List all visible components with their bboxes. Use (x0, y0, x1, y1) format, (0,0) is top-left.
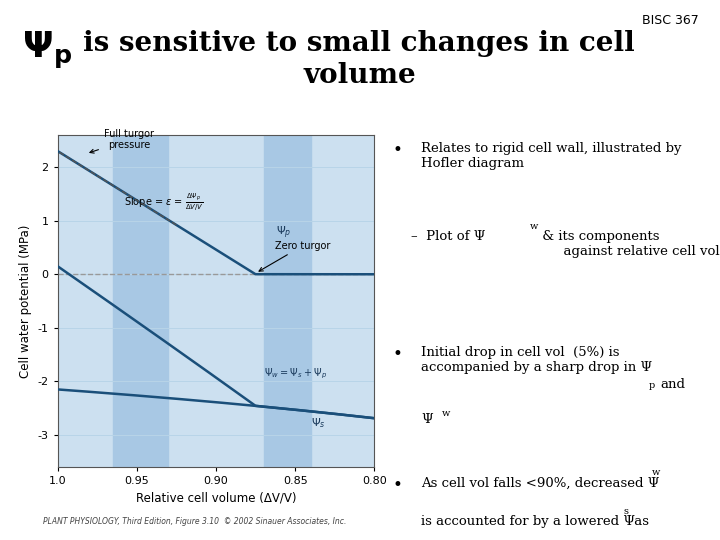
Text: $\Psi_s$: $\Psi_s$ (311, 416, 325, 430)
Text: w: w (530, 222, 539, 231)
Text: is sensitive to small changes in cell: is sensitive to small changes in cell (83, 30, 634, 57)
Bar (113, 135, 168, 467)
Text: Slope = $\varepsilon$ = $\frac{\Delta\Psi_p}{\Delta V/V}$: Slope = $\varepsilon$ = $\frac{\Delta\Ps… (124, 191, 204, 213)
Text: BISC 367: BISC 367 (642, 14, 698, 26)
Text: –  Plot of Ψ: – Plot of Ψ (411, 230, 486, 243)
X-axis label: Relative cell volume (ΔV/V): Relative cell volume (ΔV/V) (136, 492, 296, 505)
Text: & its components
      against relative cell vol.: & its components against relative cell v… (538, 230, 720, 258)
Text: •: • (392, 141, 402, 159)
Text: •: • (392, 477, 402, 494)
Text: $\mathbf{\Psi_p}$: $\mathbf{\Psi_p}$ (22, 30, 71, 71)
Text: Ψ: Ψ (421, 413, 433, 426)
Text: Zero turgor: Zero turgor (259, 240, 330, 271)
Text: Full turgor
pressure: Full turgor pressure (90, 129, 154, 153)
Text: as: as (630, 515, 649, 528)
Text: $\Psi_w = \Psi_s + \Psi_p$: $\Psi_w = \Psi_s + \Psi_p$ (264, 367, 326, 381)
Text: and: and (660, 379, 685, 392)
Text: volume: volume (304, 62, 416, 89)
Bar (264, 135, 311, 467)
Text: p: p (649, 381, 655, 390)
Text: Relates to rigid cell wall, illustrated by
Hofler diagram: Relates to rigid cell wall, illustrated … (421, 141, 681, 170)
Text: As cell vol falls <90%, decreased Ψ: As cell vol falls <90%, decreased Ψ (421, 477, 660, 490)
Text: $\Psi_p$: $\Psi_p$ (276, 225, 292, 241)
Text: PLANT PHYSIOLOGY, Third Edition, Figure 3.10  © 2002 Sinauer Associates, Inc.: PLANT PHYSIOLOGY, Third Edition, Figure … (42, 517, 346, 526)
Text: is accounted for by a lowered Ψ: is accounted for by a lowered Ψ (421, 515, 635, 528)
Text: s: s (624, 507, 629, 516)
Text: w: w (652, 468, 660, 477)
Text: •: • (392, 346, 402, 363)
Text: w: w (441, 409, 450, 418)
Text: Initial drop in cell vol  (5%) is
accompanied by a sharp drop in Ψ: Initial drop in cell vol (5%) is accompa… (421, 346, 652, 374)
Y-axis label: Cell water potential (MPa): Cell water potential (MPa) (19, 224, 32, 378)
